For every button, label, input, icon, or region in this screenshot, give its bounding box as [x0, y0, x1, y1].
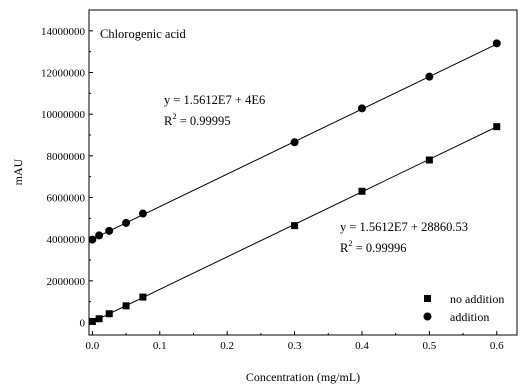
data-point-circle: [425, 72, 434, 81]
legend-circle-marker: [423, 312, 432, 321]
chart-title: Chlorogenic acid: [100, 27, 186, 41]
x-tick-label: 0.6: [490, 340, 504, 352]
data-point-square: [122, 302, 130, 310]
x-tick-label: 0.1: [153, 340, 167, 352]
x-tick-label: 0.0: [85, 340, 99, 352]
data-point-circle: [138, 209, 147, 218]
y-tick-label: 10000000: [41, 109, 86, 121]
data-point-circle: [105, 226, 114, 235]
y-tick-label: 14000000: [41, 26, 86, 38]
data-point-square: [493, 123, 501, 131]
no-addition-r2: R2 = 0.99996: [340, 238, 407, 255]
data-point-square: [291, 222, 299, 230]
data-point-square: [425, 156, 433, 164]
no-addition-equation: y = 1.5612E7 + 28860.53: [340, 220, 468, 234]
data-point-square: [139, 293, 147, 301]
data-point-square: [88, 317, 96, 325]
y-tick-label: 2000000: [47, 276, 86, 288]
data-point-circle: [357, 104, 366, 113]
data-point-square: [105, 310, 113, 318]
data-point-square: [95, 315, 103, 323]
x-tick-label: 0.3: [288, 340, 302, 352]
y-tick-label: 12000000: [41, 68, 86, 80]
addition-equation: y = 1.5612E7 + 4E6: [164, 93, 265, 107]
data-point-circle: [95, 231, 104, 240]
data-point-square: [358, 187, 366, 195]
y-axis-title: mAU: [11, 158, 25, 185]
data-point-circle: [290, 138, 299, 147]
plot-frame: [88, 9, 518, 336]
addition-r2: R2 = 0.99995: [164, 111, 231, 128]
legend-no-addition-label: no addition: [450, 292, 504, 306]
x-axis-ticks: 0.0 0.1 0.2 0.3 0.4 0.5 0.6: [85, 331, 504, 352]
data-point-circle: [492, 39, 501, 48]
y-tick-label: 8000000: [47, 151, 86, 163]
x-tick-label: 0.2: [220, 340, 234, 352]
legend-square-marker: [424, 295, 431, 302]
x-tick-label: 0.5: [423, 340, 437, 352]
x-axis-title: Concentration (mg/mL): [246, 370, 360, 384]
data-point-circle: [122, 218, 131, 227]
x-tick-label: 0.4: [355, 340, 369, 352]
y-tick-label: 4000000: [47, 234, 86, 246]
legend-addition-label: addition: [450, 310, 489, 324]
y-tick-label: 0: [80, 318, 86, 330]
legend: no addition addition: [423, 292, 504, 324]
y-tick-label: 6000000: [47, 193, 86, 205]
y-axis-ticks: 0 2000000 4000000 6000000 8000000 10000000 120…: [41, 26, 93, 330]
